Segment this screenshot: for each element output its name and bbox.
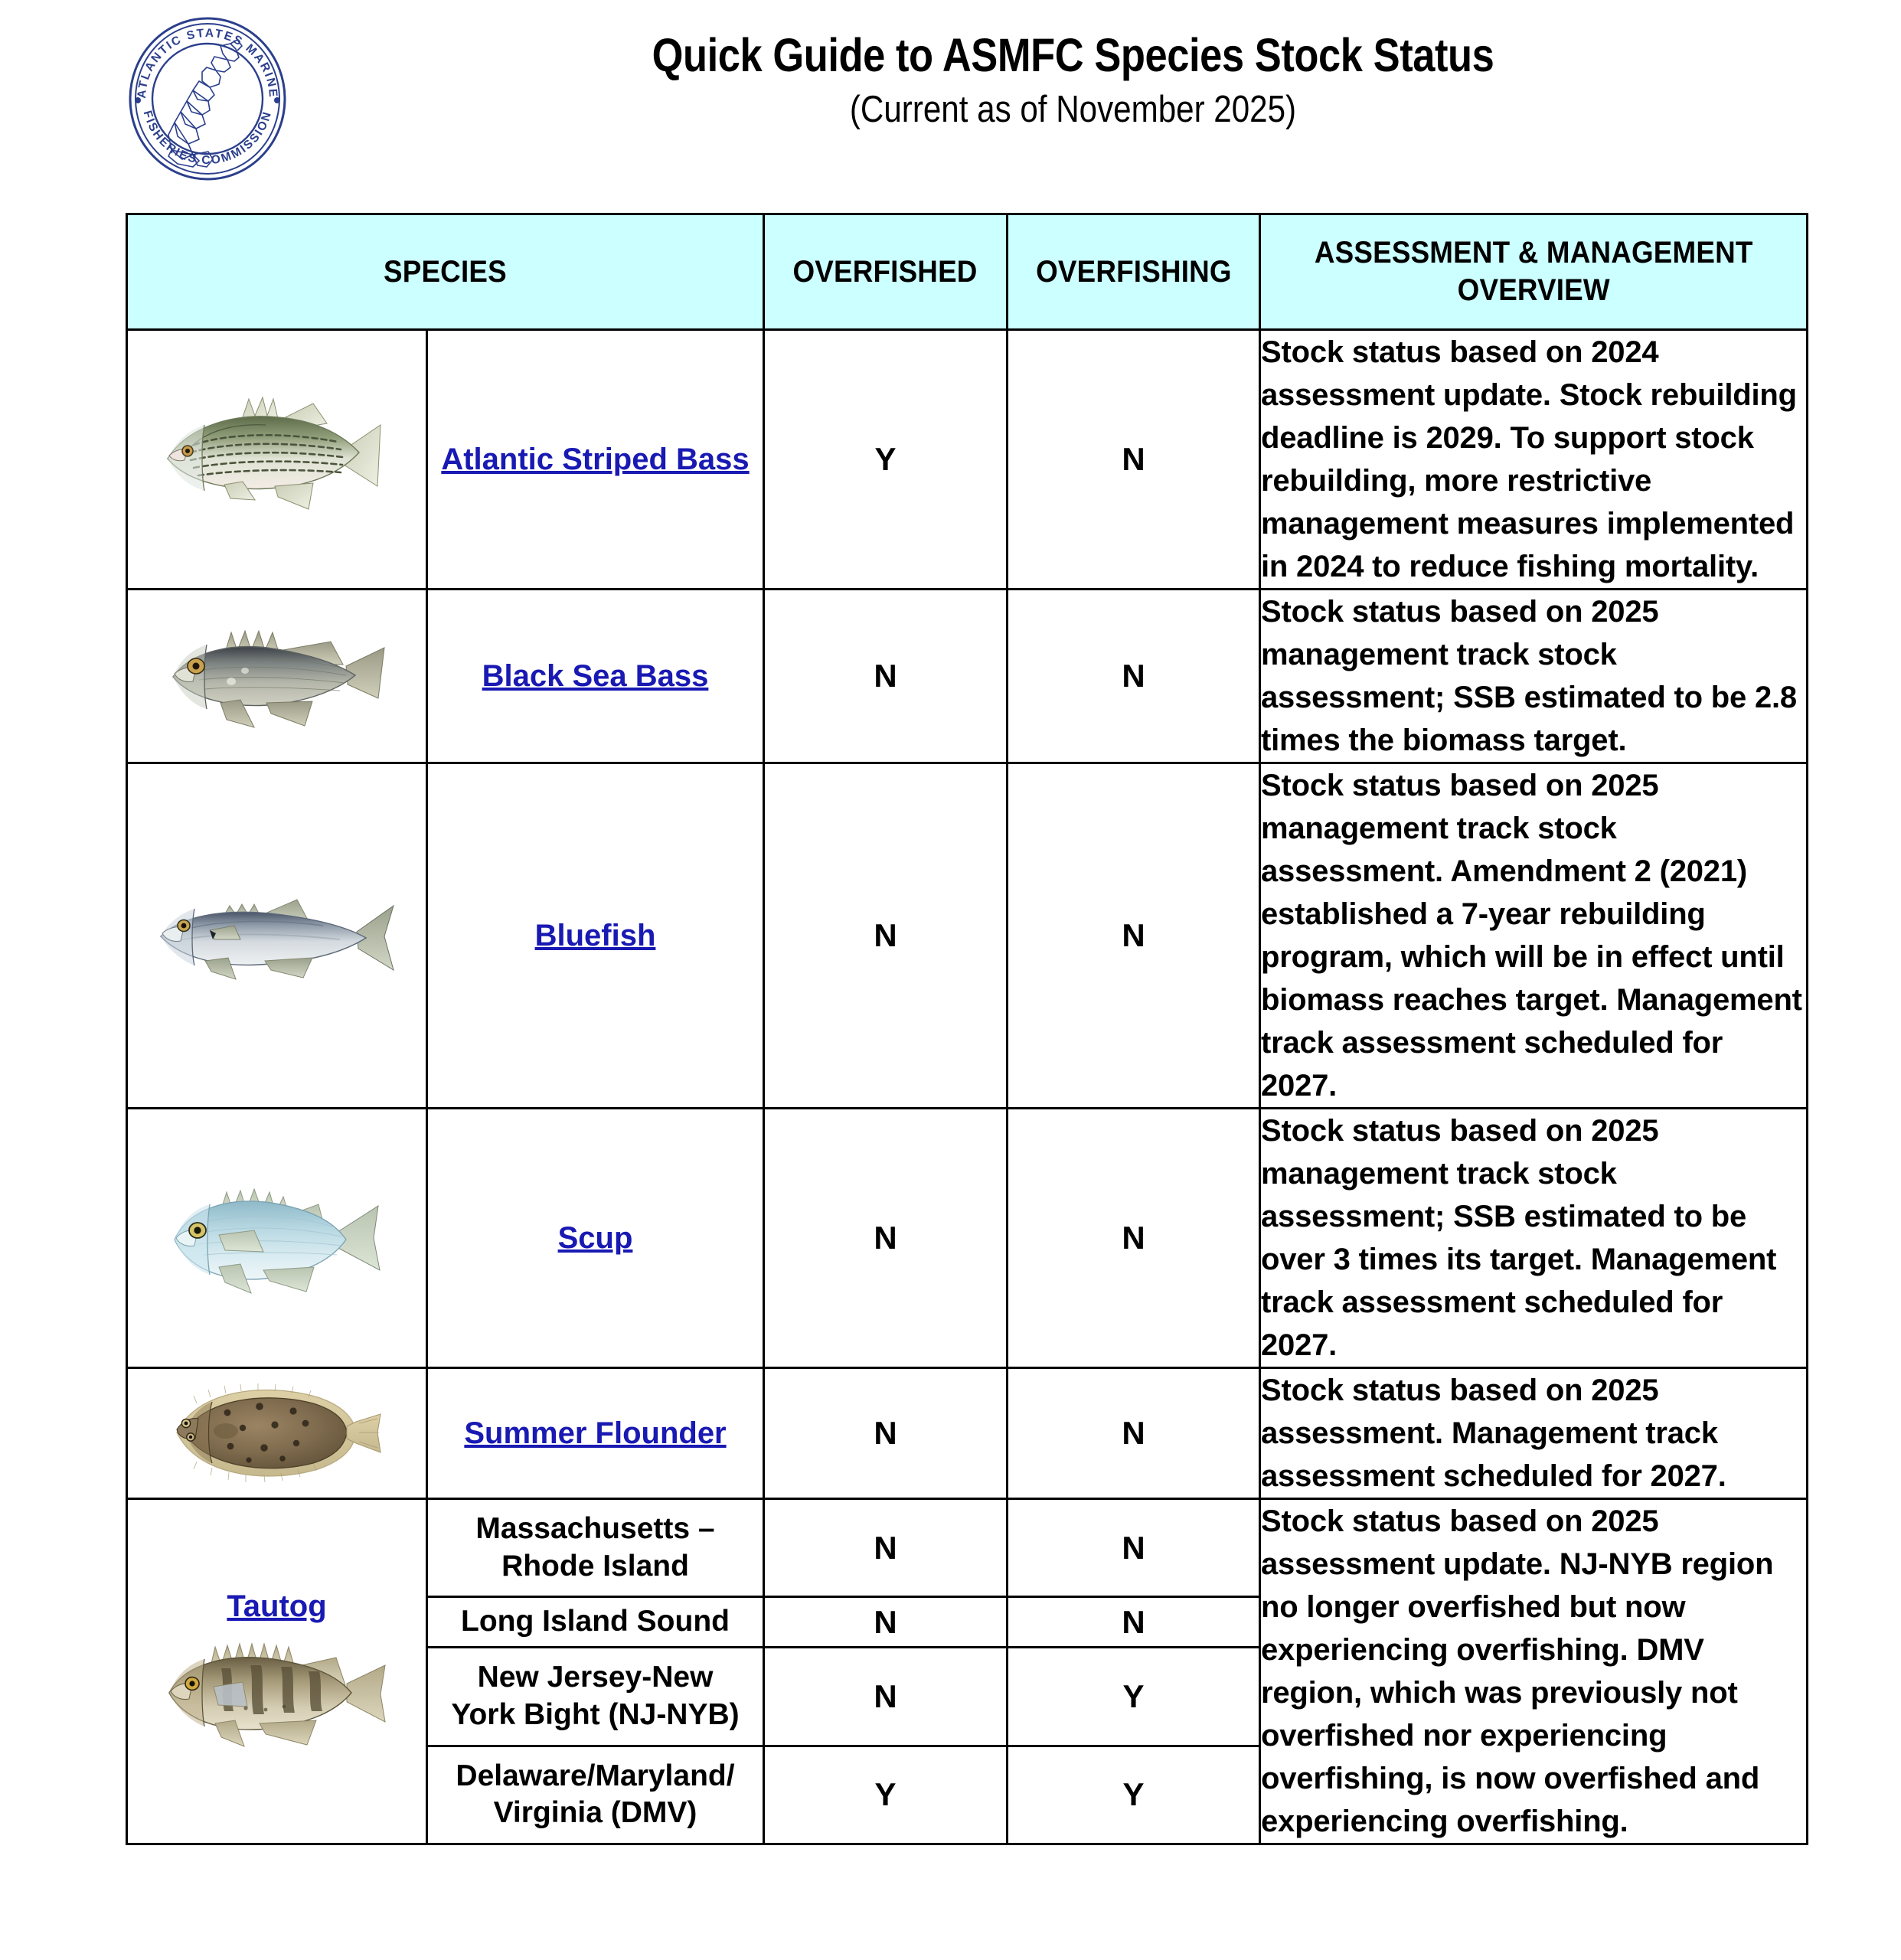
table-row: Summer Flounder N N Stock status based o… [126,1367,1808,1500]
tautog-region-name-nj-nyb: New Jersey-New York Bight (NJ-NYB) [426,1646,765,1747]
species-name-cell-summer-flounder: Summer Flounder [426,1367,765,1500]
tautog-region-dmv-line1: Delaware/Maryland/ [456,1759,735,1792]
bluefish-icon [159,899,394,980]
overview-text-scup: Stock status based on 2025 management tr… [1259,1107,1808,1369]
column-header-overview-line2: OVERVIEW [1457,273,1610,307]
overfished-value-tautog-lis: N [763,1596,1008,1649]
overfished-value-scup: N [763,1107,1008,1369]
overfishing-value-tautog-dmv: Y [1006,1744,1261,1846]
title-block: Quick Guide to ASMFC Species Stock Statu… [291,31,1855,129]
species-name-cell-scup: Scup [426,1107,765,1369]
overfishing-value-bluefish: N [1006,762,1261,1109]
column-header-overfished-label: OVERFISHED [792,254,978,289]
species-link-black-sea-bass[interactable]: Black Sea Bass [482,658,709,693]
asmfc-seal-icon: ATLANTIC STATES MARINE FISHERIES COMMISS… [129,17,286,181]
overfished-value-tautog-nj-nyb: N [763,1646,1008,1747]
stock-status-table: SPECIES OVERFISHED OVERFISHING ASSESSMEN… [126,213,1808,1846]
overfishing-value-black-sea-bass: N [1006,588,1261,764]
overfishing-value-tautog-lis: N [1006,1596,1261,1649]
overfished-value-bluefish: N [763,762,1008,1109]
overfished-value-tautog-dmv: Y [763,1744,1008,1846]
summer-flounder-icon [175,1383,381,1483]
overview-text-summer-flounder: Stock status based on 2025 assessment. M… [1259,1367,1808,1500]
table-row: Delaware/Maryland/ Virginia (DMV) Y Y [127,1744,1808,1846]
table-row: New Jersey-New York Bight (NJ-NYB) N Y [127,1646,1808,1747]
column-header-overview-line1: ASSESSMENT & MANAGEMENT [1314,236,1753,270]
tautog-region-dmv-line2: Virginia (DMV) [493,1796,697,1830]
table-head: SPECIES OVERFISHED OVERFISHING ASSESSMEN… [126,213,1808,331]
overfishing-value-summer-flounder: N [1006,1367,1261,1500]
tautog-region-name-dmv: Delaware/Maryland/ Virginia (DMV) [426,1744,765,1846]
species-image-cell-tautog: Tautog [126,1498,428,1845]
tautog-region-ma-ri-line1: Massachusetts – [475,1511,715,1545]
column-header-overfishing-label: OVERFISHING [1035,254,1232,289]
overview-text-striped-bass: Stock status based on 2024 assessment up… [1259,328,1808,590]
tautog-icon [168,1642,386,1747]
species-link-atlantic-striped-bass[interactable]: Atlantic Striped Bass [441,442,750,476]
table-row: Long Island Sound N N [127,1596,1808,1649]
species-link-tautog[interactable]: Tautog [227,1589,327,1623]
column-header-species-label: SPECIES [384,254,507,289]
species-name-cell-bluefish: Bluefish [426,762,765,1109]
tautog-link-wrap: Tautog [128,1585,426,1627]
table-row: Scup N N Stock status based on 2025 mana… [126,1107,1808,1369]
stock-status-table-wrapper: SPECIES OVERFISHED OVERFISHING ASSESSMEN… [126,213,1808,1846]
overfished-value-tautog-ma-ri: N [763,1497,1008,1599]
page-subtitle: (Current as of November 2025) [849,89,1297,131]
black-sea-bass-icon [171,629,385,728]
overview-text-tautog: Stock status based on 2025 assessment up… [1259,1498,1808,1845]
species-image-cell-scup [126,1107,428,1369]
tautog-region-name-ma-ri: Massachusetts – Rhode Island [426,1497,765,1599]
overfishing-value-scup: N [1006,1107,1261,1369]
tautog-region-nj-nyb-line2: York Bight (NJ-NYB) [451,1698,740,1731]
overfished-value-black-sea-bass: N [763,588,1008,764]
scup-icon [173,1187,381,1294]
species-image-cell-bluefish [126,762,428,1109]
table-row: Tautog [126,1497,1808,1845]
page-title: Quick Guide to ASMFC Species Stock Statu… [652,29,1494,81]
overview-text-bluefish: Stock status based on 2025 management tr… [1259,762,1808,1109]
tautog-region-nj-nyb-line1: New Jersey-New [477,1661,714,1694]
tautog-region-ma-ri-line2: Rhode Island [501,1549,689,1583]
overfished-value-summer-flounder: N [763,1367,1008,1500]
asmfc-seal-logo: ATLANTIC STATES MARINE FISHERIES COMMISS… [122,14,292,184]
species-link-scup[interactable]: Scup [557,1220,633,1255]
overfishing-value-striped-bass: N [1006,328,1261,590]
table-row: Bluefish N N Stock status based on 2025 … [126,762,1808,1109]
column-header-overfishing: OVERFISHING [1006,213,1261,331]
svg-text:FISHERIES COMMISSION: FISHERIES COMMISSION [141,109,275,167]
table-body: Atlantic Striped Bass Y N Stock status b… [126,328,1808,1846]
column-header-overview: ASSESSMENT & MANAGEMENT OVERVIEW [1259,213,1808,331]
column-header-overfished: OVERFISHED [763,213,1008,331]
striped-bass-icon [166,395,381,510]
tautog-region-name-long-island-sound: Long Island Sound [426,1596,765,1649]
table-row: Atlantic Striped Bass Y N Stock status b… [126,328,1808,590]
overfishing-value-tautog-ma-ri: N [1006,1497,1261,1599]
page-header: ATLANTIC STATES MARINE FISHERIES COMMISS… [0,0,1901,201]
species-name-cell-black-sea-bass: Black Sea Bass [426,588,765,764]
species-image-cell-summer-flounder [126,1367,428,1500]
header-row: SPECIES OVERFISHED OVERFISHING ASSESSMEN… [126,213,1808,331]
species-name-cell-striped-bass: Atlantic Striped Bass [426,328,765,590]
species-link-bluefish[interactable]: Bluefish [534,918,656,952]
table-row: Black Sea Bass N N Stock status based on… [126,588,1808,764]
species-image-cell-striped-bass [126,328,428,590]
species-link-summer-flounder[interactable]: Summer Flounder [464,1416,727,1450]
overfishing-value-tautog-nj-nyb: Y [1006,1646,1261,1747]
column-header-species: SPECIES [126,213,765,331]
overfished-value-striped-bass: Y [763,328,1008,590]
species-image-cell-black-sea-bass [126,588,428,764]
overview-text-black-sea-bass: Stock status based on 2025 management tr… [1259,588,1808,764]
